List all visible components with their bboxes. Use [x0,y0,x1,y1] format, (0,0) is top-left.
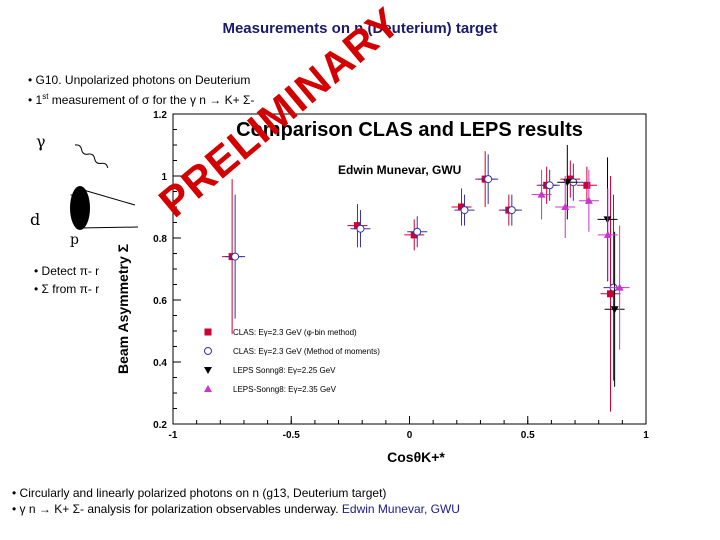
x-tick-label: 0.5 [521,430,535,441]
chart-title: Comparison CLAS and LEPS results [236,119,583,141]
footer-item: • γ n → K+ Σ- analysis for polarization … [12,502,460,516]
bullet-sup: st [42,92,49,101]
bullet-text: G10. Unpolarized photons on Deuterium [35,73,251,87]
page-title: Measurements on n (Deuterium) target [222,20,498,37]
y-tick-label: 0.4 [153,358,167,369]
bullet-text: Detect π- r [41,264,100,278]
legend-label: LEPS-Sonng8: Eγ=2.35 GeV [233,385,337,394]
x-tick-label: -0.5 [283,430,301,441]
bullet-text: measurement of σ for the γ n → K+ Σ- [48,93,255,107]
y-tick-label: 0.2 [153,420,167,431]
data-point-square [607,290,615,298]
bullet-mark: • [34,264,39,278]
deuteron-label: d [30,210,41,229]
footer-text: γ n → K+ Σ- analysis for polarization ob… [19,502,342,516]
data-point-square [583,181,591,189]
legend-marker [204,367,212,374]
proton-line [79,226,139,229]
bullet-mark: • [12,486,17,500]
neutron-label: n [70,190,80,206]
data-point-triangle-up [584,196,593,204]
x-tick-label: 0 [407,430,413,441]
data-point-square [353,222,361,230]
bullet-mark: • [34,282,39,296]
deuteron-blob [70,186,90,230]
x-axis-label: CosθK+* [387,449,445,465]
x-tick-label: -1 [169,430,178,441]
data-point-triangle-up [537,190,546,198]
bullet-mark: • [12,502,17,516]
bullet-text: Σ from π- r [41,282,100,296]
data-point-triangle-up [603,230,612,238]
bullet-item: • Detect π- r [34,264,99,278]
bullet-mark: • [28,73,33,87]
data-point-circle [460,206,469,215]
legend-label: LEPS Sonng8: Eγ=2.25 GeV [233,366,336,375]
data-point-triangle-up [615,283,624,291]
bullet-mark: • [28,93,33,107]
data-point-square [566,175,574,183]
legend-label: CLAS: Eγ=2.3 GeV (φ-bin method) [233,328,357,337]
data-point-triangle-down [610,306,619,314]
legend-marker [204,385,212,392]
legend-marker [204,347,212,355]
plot-author: Edwin Munevar, GWU [338,163,462,177]
legend-marker [204,328,212,336]
y-tick-label: 1.2 [153,110,167,121]
data-point-triangle-up [561,203,570,210]
data-point-circle [356,224,365,233]
footer-author: Edwin Munevar, GWU [341,502,460,516]
data-point-circle [484,175,493,184]
y-axis-label: Beam Asymmetry Σ [115,244,131,374]
x-tick-label: 1 [643,430,649,441]
footer-text: Circularly and linearly polarized photon… [19,486,387,500]
data-point-circle [507,206,516,215]
data-point-circle [413,227,422,236]
reaction-diagram [70,144,139,230]
y-tick-label: 0.8 [153,234,167,245]
y-tick-label: 0.6 [153,296,167,307]
proton-label: p [70,232,79,248]
neutron-line [79,188,136,206]
data-point-circle [231,252,240,261]
bullet-item: • G10. Unpolarized photons on Deuterium [28,73,250,87]
bullet-item: • 1st measurement of σ for the γ n → K+ … [28,92,254,107]
photon-line [74,144,109,169]
y-tick-label: 1 [161,172,167,183]
legend-label: CLAS: Eγ=2.3 GeV (Method of moments) [233,347,380,356]
bullet-item: • Σ from π- r [34,282,99,296]
data-point-square [458,203,466,211]
gamma-label: γ [36,132,46,151]
asymmetry-chart: Comparison CLAS and LEPS results -1 -0.5 0 0… [115,110,649,465]
footer-item: • Circularly and linearly polarized phot… [12,486,386,500]
data-point-circle [545,181,554,190]
data-point-square [410,231,418,239]
bullet-prefix: 1 [35,93,43,107]
